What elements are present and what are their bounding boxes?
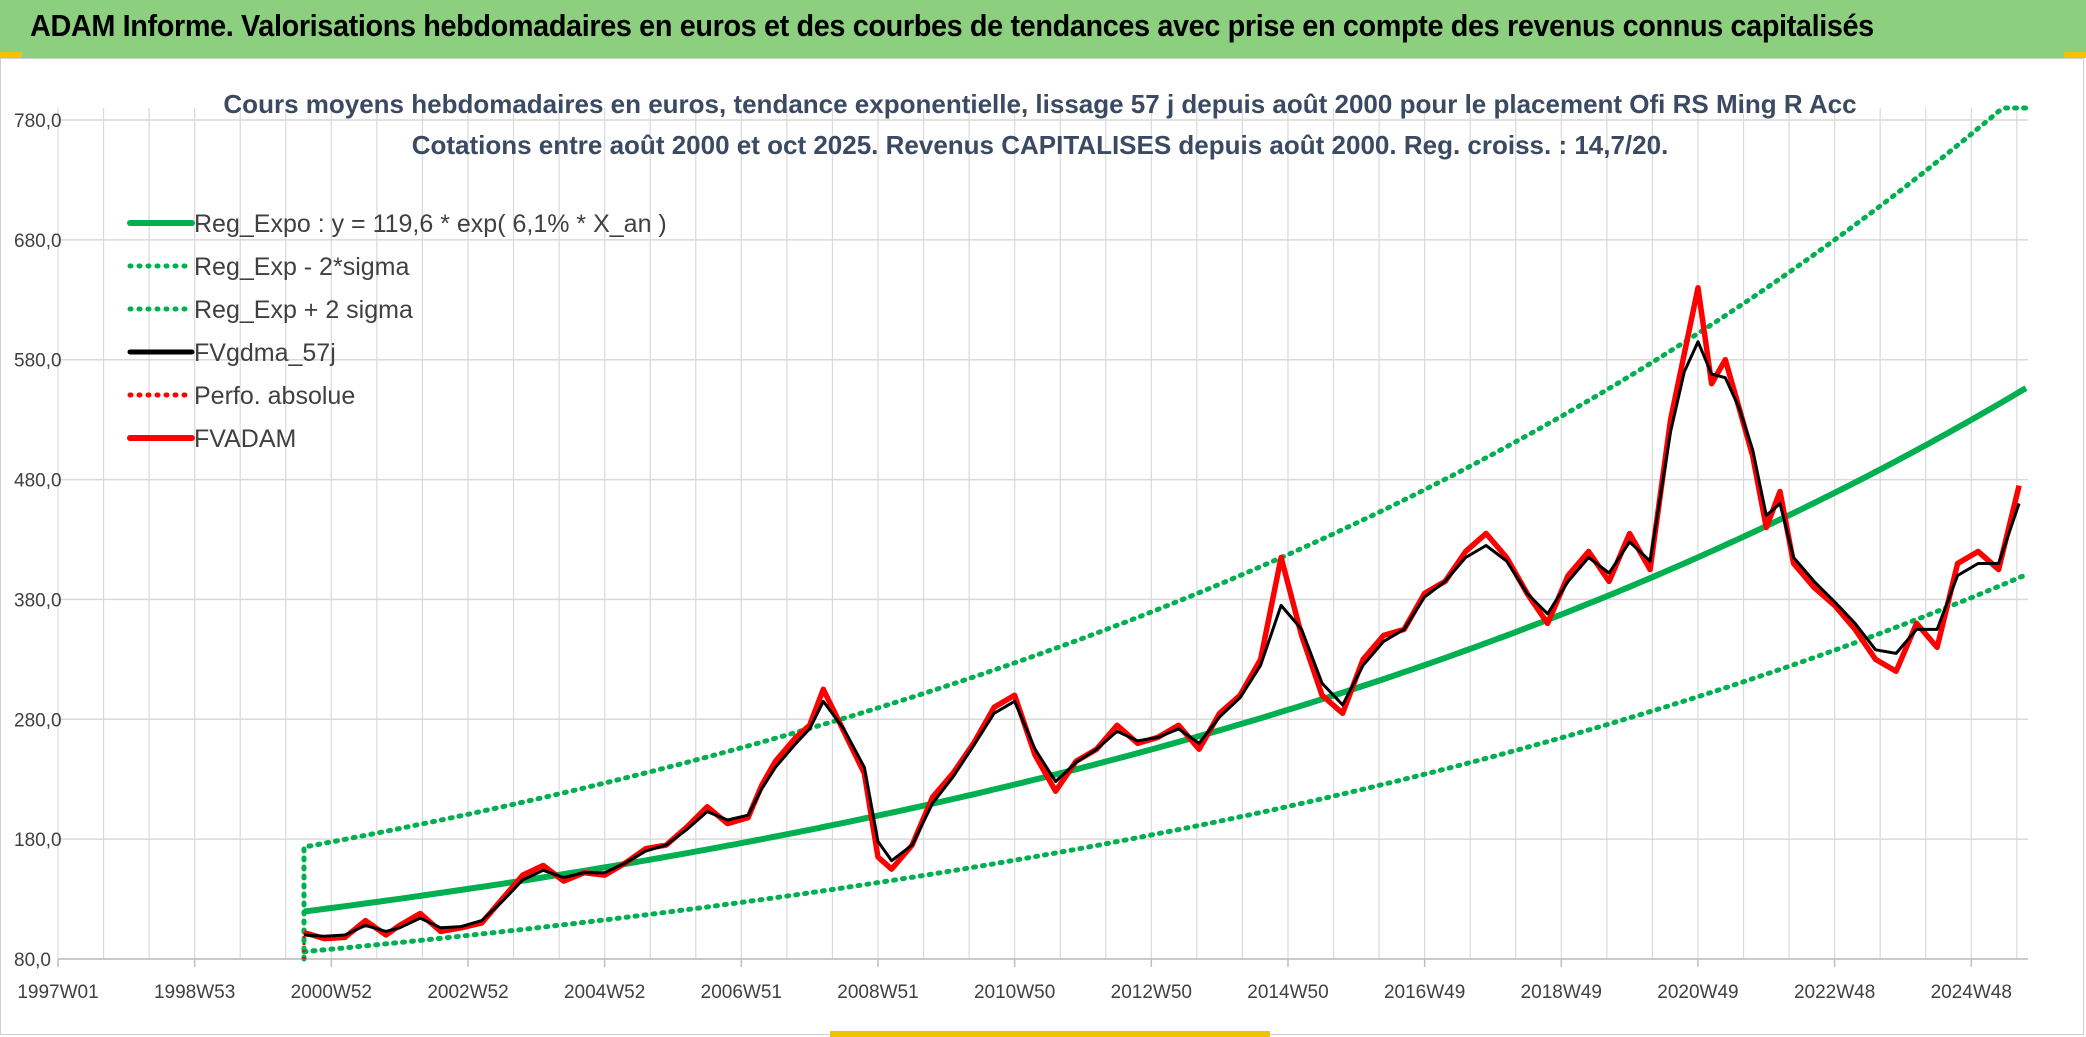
chart-series: [301, 105, 2029, 962]
chart-title-line2: Cotations entre août 2000 et oct 2025. R…: [412, 130, 1669, 160]
legend: Reg_Expo : y = 119,6 * exp( 6,1% * X_an …: [127, 210, 667, 453]
y-tick-label: 780,0: [14, 111, 62, 132]
chart-title-line1: Cours moyens hebdomadaires en euros, ten…: [223, 89, 1856, 119]
x-tick-label: 2018W49: [1521, 982, 1602, 1003]
legend-label: Reg_Expo : y = 119,6 * exp( 6,1% * X_an …: [194, 210, 667, 238]
y-tick-label: 180,0: [14, 830, 62, 851]
reg-exp-plus-2sigma-line: [301, 105, 2029, 962]
x-tick-label: 2002W52: [427, 982, 508, 1003]
y-tick-label: 80,0: [14, 950, 51, 971]
bottom-accent: [830, 1031, 1270, 1037]
y-axis-labels: 80,0 180,0 280,0 380,0 480,0 580,0 680,0 780,0: [14, 111, 62, 971]
legend-label: Reg_Exp + 2 sigma: [194, 296, 413, 324]
x-tick-label: 2022W48: [1794, 982, 1875, 1003]
legend-label: FVADAM: [194, 425, 296, 453]
x-tick-label: 2020W49: [1657, 982, 1738, 1003]
y-tick-label: 480,0: [14, 471, 62, 492]
page-title: ADAM Informe. Valorisations hebdomadaire…: [30, 8, 1874, 43]
x-tick-label: 2010W50: [974, 982, 1055, 1003]
x-axis-labels: 1997W01 1998W53 2000W52 2002W52 2004W52 2006W…: [17, 982, 2012, 1003]
x-tick-label: 2012W50: [1111, 982, 1192, 1003]
y-tick-label: 280,0: [14, 710, 62, 731]
fvadam-line: [303, 285, 2022, 942]
header-bar: ADAM Informe. Valorisations hebdomadaire…: [0, 0, 2086, 58]
legend-label: Perfo. absolue: [194, 382, 355, 410]
x-tick-label: 2000W52: [291, 982, 372, 1003]
fvgdma-line: [303, 340, 2021, 938]
x-tick-label: 2014W50: [1247, 982, 1328, 1003]
legend-label: Reg_Exp - 2*sigma: [194, 253, 409, 281]
x-tick-label: 2008W51: [837, 982, 918, 1003]
x-tick-label: 2006W51: [701, 982, 782, 1003]
x-tick-label: 2024W48: [1931, 982, 2012, 1003]
reg-expo-line: [303, 385, 2028, 915]
reg-exp-minus-2sigma-line: [301, 572, 2029, 955]
x-tick-label: 2016W49: [1384, 982, 1465, 1003]
x-tick-label: 1998W53: [154, 982, 235, 1003]
y-tick-label: 680,0: [14, 231, 62, 252]
x-tick-label: 1997W01: [17, 982, 98, 1003]
x-tick-label: 2004W52: [564, 982, 645, 1003]
header-accent-right: [2064, 52, 2086, 58]
y-tick-label: 580,0: [14, 351, 62, 372]
chart-grid: [57, 108, 2028, 967]
header-accent-left: [0, 52, 22, 58]
legend-label: FVgdma_57j: [194, 339, 336, 367]
y-tick-label: 380,0: [14, 590, 62, 611]
